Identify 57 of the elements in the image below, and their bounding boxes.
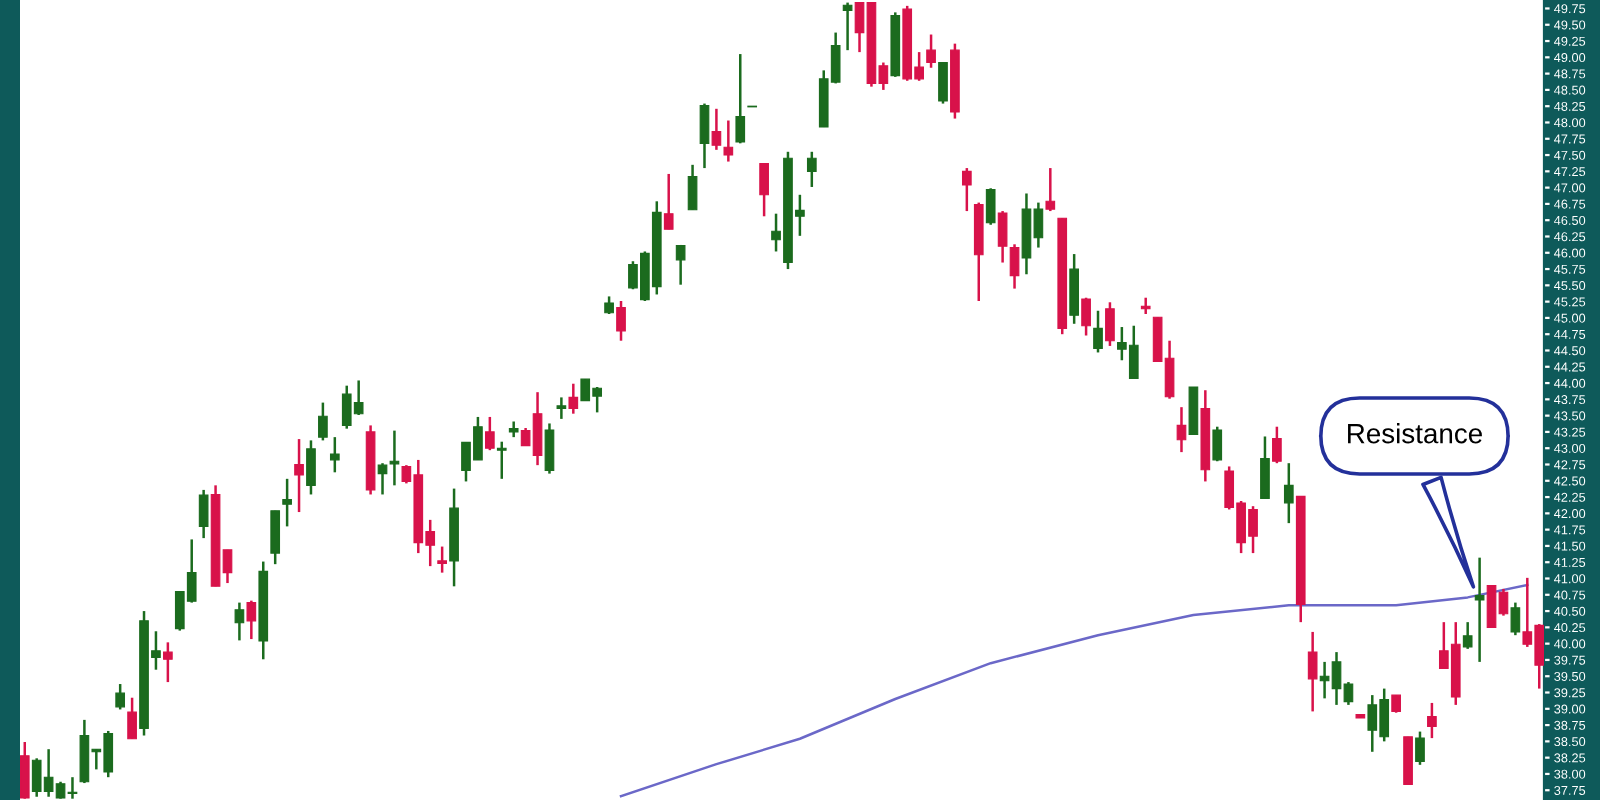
candlestick	[1403, 735, 1413, 786]
candlestick	[1427, 701, 1437, 740]
candlestick	[663, 172, 674, 231]
candlestick	[985, 187, 996, 227]
candlestick	[377, 461, 388, 496]
candlestick	[806, 150, 817, 189]
candlestick	[568, 382, 579, 415]
candlestick	[115, 682, 126, 711]
candlestick	[711, 107, 722, 152]
candlestick	[246, 599, 257, 641]
candlestick	[306, 439, 316, 496]
candlestick	[1283, 461, 1294, 525]
candlestick	[687, 163, 698, 212]
candlestick	[1081, 296, 1091, 337]
candlestick	[1260, 435, 1270, 500]
candlestick	[496, 440, 507, 481]
candlestick	[1462, 620, 1473, 651]
candlestick	[735, 52, 746, 145]
candlestick	[127, 696, 137, 741]
candlestick	[282, 477, 292, 528]
candlestick	[1093, 309, 1103, 354]
candlestick	[556, 396, 567, 421]
candlestick	[675, 243, 686, 286]
candlestick	[163, 641, 173, 684]
candlestick	[961, 166, 972, 213]
candlestick	[234, 601, 245, 642]
candlestick	[1212, 425, 1223, 463]
annotation: Resistance	[1348, 423, 1482, 444]
candlestick	[1105, 301, 1115, 348]
candlestick	[20, 740, 30, 800]
candlestick	[1176, 405, 1187, 454]
candlestick	[318, 401, 328, 442]
candlestick	[759, 162, 769, 218]
candlestick	[926, 33, 936, 69]
candlestick	[294, 437, 304, 514]
candlestick	[1415, 730, 1425, 767]
candlestick	[437, 545, 447, 574]
candlestick	[1510, 601, 1521, 637]
candlestick	[723, 119, 734, 163]
candlestick	[1009, 243, 1020, 290]
candlestick	[699, 102, 710, 170]
candlestick	[484, 415, 495, 452]
candlestick	[1045, 166, 1056, 213]
candlestick	[544, 422, 555, 475]
candlestick	[329, 435, 340, 474]
candlestick	[997, 209, 1008, 264]
candlestick	[198, 488, 209, 540]
candlestick	[270, 509, 281, 566]
candlestick	[1069, 252, 1080, 326]
candlestick	[1307, 630, 1318, 713]
candlestick	[1188, 386, 1199, 436]
line-series	[619, 583, 1529, 798]
candlestick	[1474, 556, 1485, 664]
candlestick	[938, 61, 948, 105]
candlestick	[1272, 425, 1282, 465]
candlestick	[842, 1, 853, 52]
candlestick	[616, 299, 626, 342]
